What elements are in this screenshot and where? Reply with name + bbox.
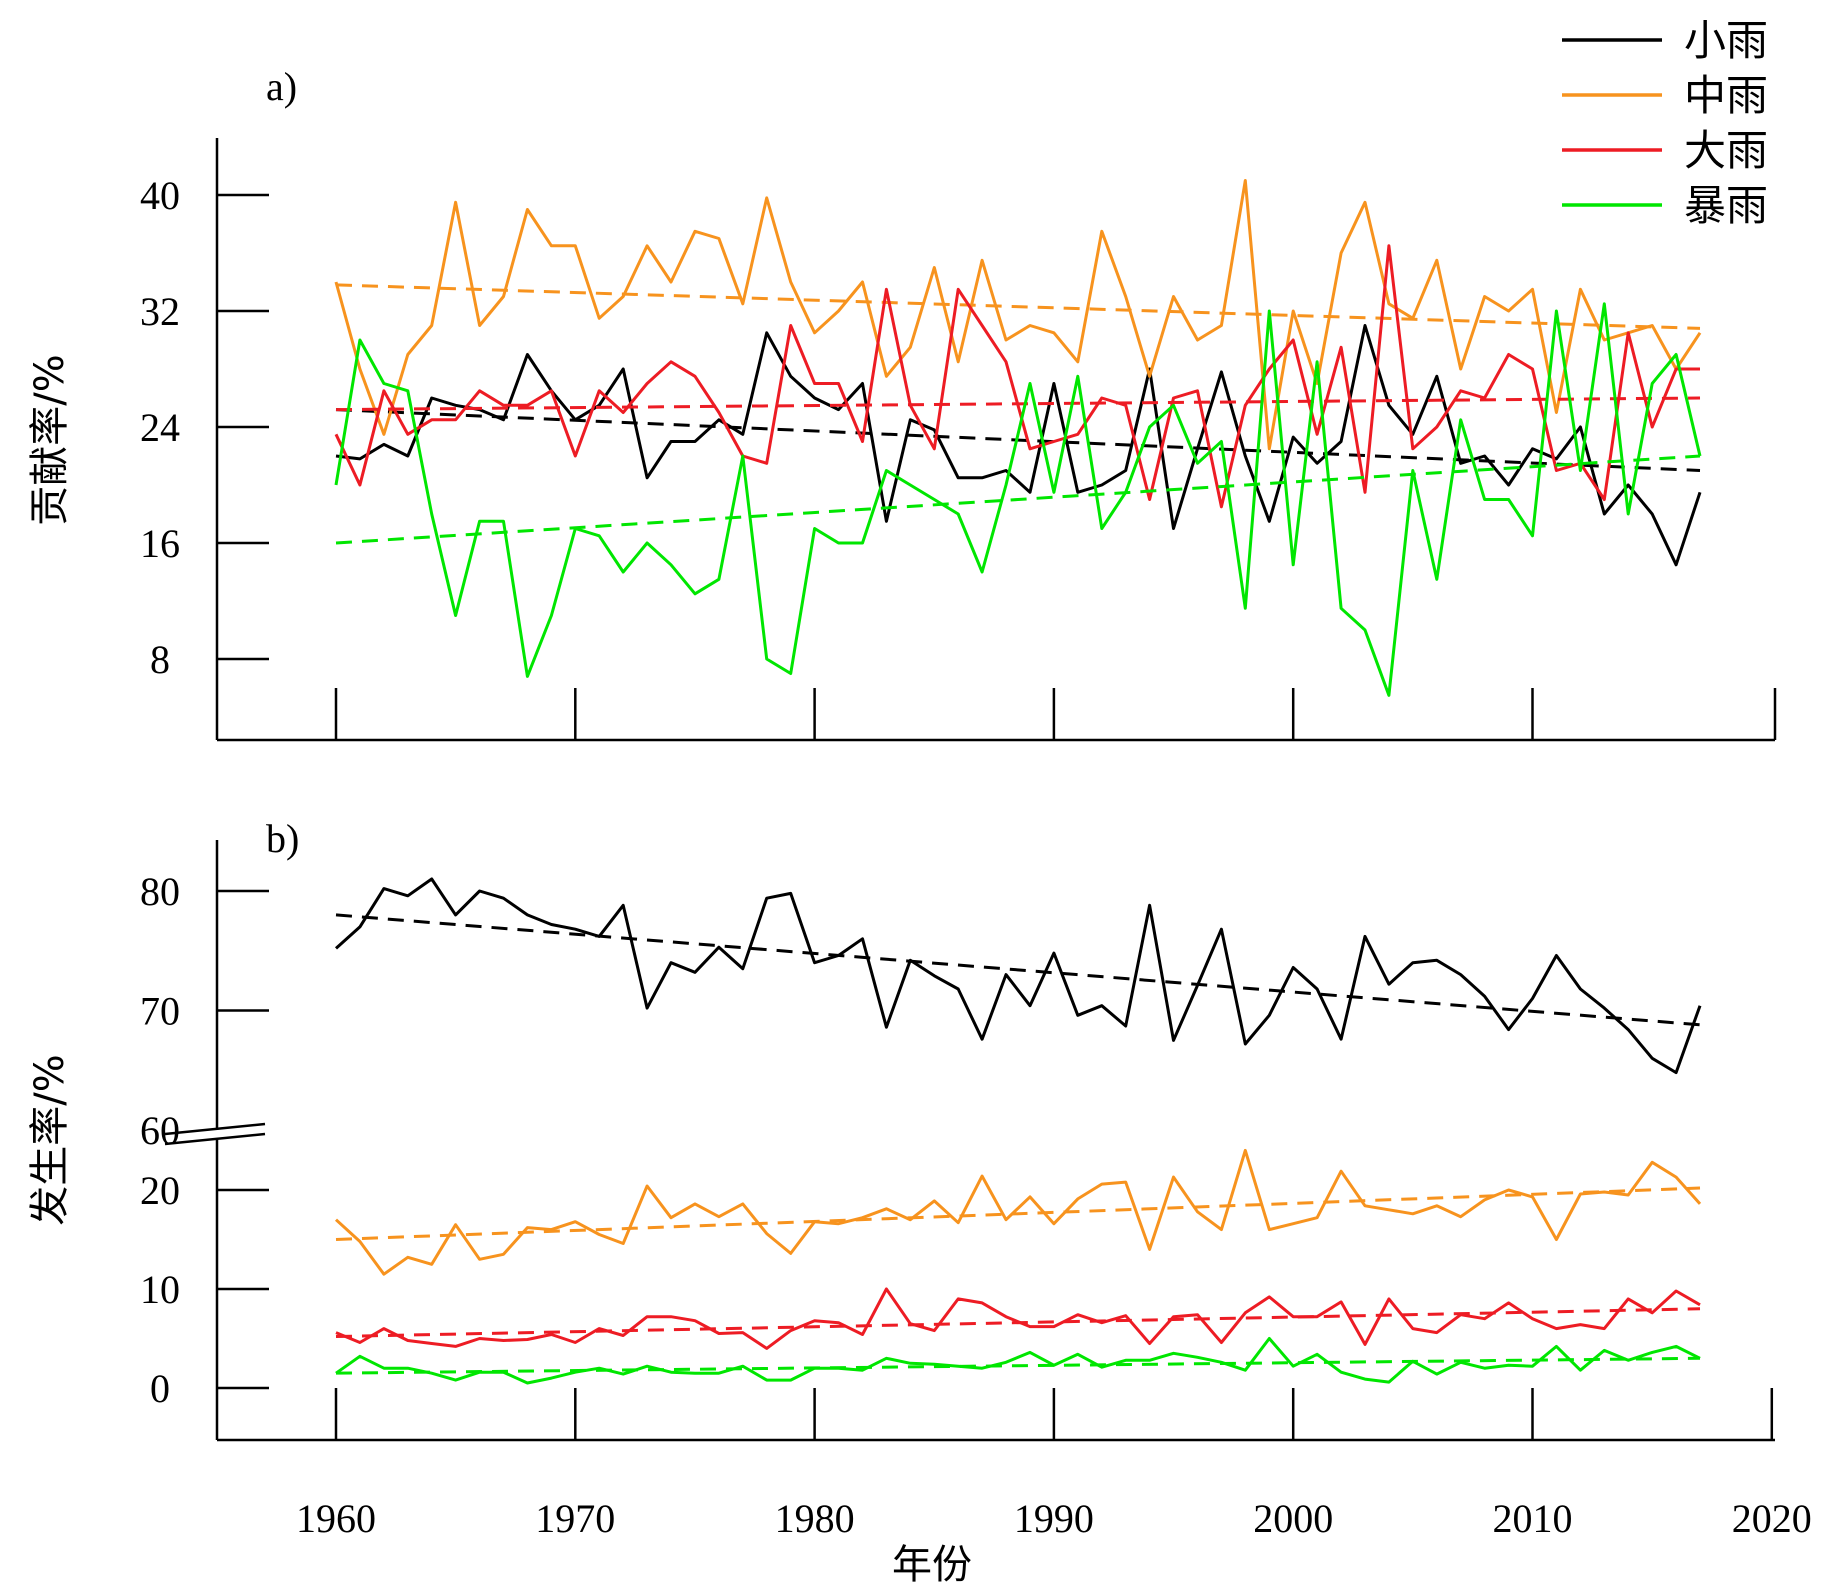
x-tick-label: 2000 (1253, 1496, 1333, 1541)
panel-label-a: a) (266, 64, 297, 109)
series-line-a-0 (335, 324, 1702, 567)
y-tick-label-b: 0 (150, 1366, 170, 1411)
panel-b: 60 70 80 0 10 20 1960 1970 1980 1990 2000 2010 2020 b… (27, 816, 1812, 1541)
y-tick-label-b: 20 (140, 1168, 180, 1213)
series-line-a-1 (334, 179, 1702, 451)
trend-line-a-3 (335, 454, 1701, 545)
y-tick-label-a: 24 (140, 405, 180, 450)
trend-line-b-0 (335, 913, 1701, 1027)
y-tick-label-a: 40 (140, 173, 180, 218)
panel-a: 8 16 24 32 40 a) 贡献率/% (27, 64, 1777, 742)
legend-label-1: 中雨 (1684, 71, 1768, 120)
trend-line-b-3 (335, 1356, 1701, 1375)
y-tick-label-b: 10 (140, 1267, 180, 1312)
panel-label-b: b) (266, 816, 299, 861)
series-line-b-1 (334, 1148, 1702, 1276)
y-tick-label-a: 8 (150, 637, 170, 682)
y-tick-label-b: 80 (140, 869, 180, 914)
y-tick-label-b: 70 (140, 989, 180, 1034)
series-line-b-0 (334, 877, 1702, 1075)
y-axis-title-b: 发生率/% (27, 1054, 73, 1225)
x-tick-label: 1970 (535, 1496, 615, 1541)
legend-label-0: 小雨 (1684, 16, 1768, 65)
y-tick-label-a: 16 (140, 521, 180, 566)
series-line-b-3 (335, 1337, 1701, 1385)
trend-line-a-1 (335, 283, 1701, 330)
x-tick-label: 1980 (775, 1496, 855, 1541)
trend-line-b-2 (335, 1307, 1701, 1339)
y-tick-label-a: 32 (140, 289, 180, 334)
trend-line-a-2 (335, 396, 1701, 412)
x-tick-label: 2020 (1732, 1496, 1812, 1541)
series-line-b-2 (335, 1287, 1701, 1350)
y-axis-title-a: 贡献率/% (27, 354, 73, 525)
x-tick-label: 2010 (1493, 1496, 1573, 1541)
x-tick-label: 1960 (296, 1496, 376, 1541)
series-line-a-3 (334, 302, 1702, 697)
x-axis-title: 年份 (892, 1542, 972, 1588)
axis-break-mark (164, 1122, 266, 1136)
x-tick-label: 1990 (1014, 1496, 1094, 1541)
legend-label-2: 大雨 (1684, 126, 1768, 175)
trend-line-b-1 (335, 1186, 1701, 1241)
legend-label-3: 暴雨 (1684, 181, 1768, 230)
y-tick-label-b: 60 (140, 1108, 180, 1153)
axis-break-mark (164, 1132, 266, 1146)
